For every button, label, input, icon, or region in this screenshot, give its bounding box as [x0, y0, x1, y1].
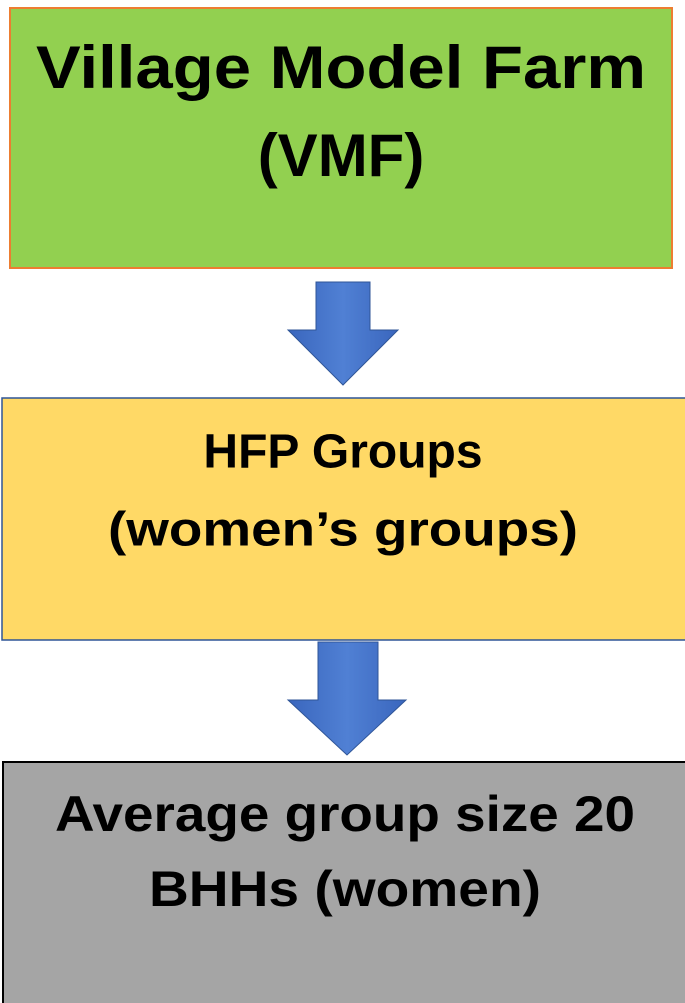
group-size-box: [2, 761, 685, 1003]
node-text: BHHs (women): [149, 861, 541, 917]
node-text: (women’s groups): [108, 504, 578, 557]
hfp-box: [1, 397, 685, 641]
arrow: [286, 281, 400, 386]
arrow: [286, 641, 408, 756]
node-text: Average group size 20: [55, 786, 635, 842]
node-text: HFP Groups: [203, 426, 482, 479]
vmf-box: [9, 7, 673, 269]
node-text: Village Model Farm: [36, 34, 646, 101]
node-text: (VMF): [258, 122, 425, 189]
